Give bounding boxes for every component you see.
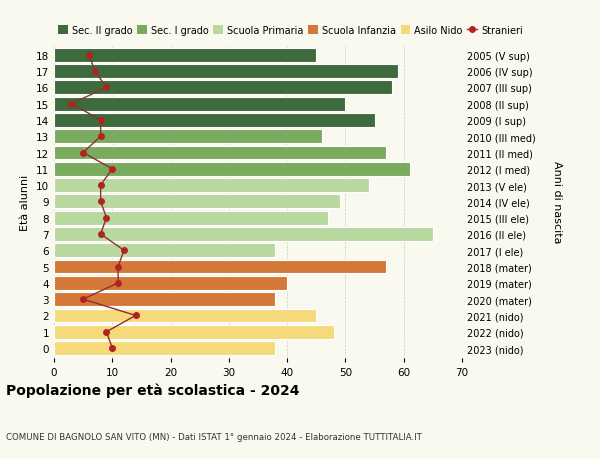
Bar: [54, 114, 374, 128]
Text: COMUNE DI BAGNOLO SAN VITO (MN) - Dati ISTAT 1° gennaio 2024 - Elaborazione TUTT: COMUNE DI BAGNOLO SAN VITO (MN) - Dati I…: [6, 431, 422, 441]
Bar: [54, 341, 275, 355]
Bar: [54, 244, 275, 257]
Legend: Sec. II grado, Sec. I grado, Scuola Primaria, Scuola Infanzia, Asilo Nido, Stran: Sec. II grado, Sec. I grado, Scuola Prim…: [54, 22, 527, 39]
Bar: [54, 179, 369, 193]
Bar: [54, 97, 346, 112]
Bar: [54, 130, 322, 144]
Bar: [54, 81, 392, 95]
Bar: [54, 211, 328, 225]
Bar: [54, 195, 340, 209]
Text: Popolazione per età scolastica - 2024: Popolazione per età scolastica - 2024: [6, 382, 299, 397]
Y-axis label: Anni di nascita: Anni di nascita: [552, 161, 562, 243]
Bar: [54, 260, 386, 274]
Bar: [54, 309, 316, 323]
Bar: [54, 162, 410, 176]
Bar: [54, 49, 316, 62]
Bar: [54, 276, 287, 290]
Bar: [54, 228, 433, 241]
Y-axis label: Età alunni: Età alunni: [20, 174, 31, 230]
Bar: [54, 325, 334, 339]
Bar: [54, 146, 386, 160]
Bar: [54, 292, 275, 307]
Bar: [54, 65, 398, 79]
